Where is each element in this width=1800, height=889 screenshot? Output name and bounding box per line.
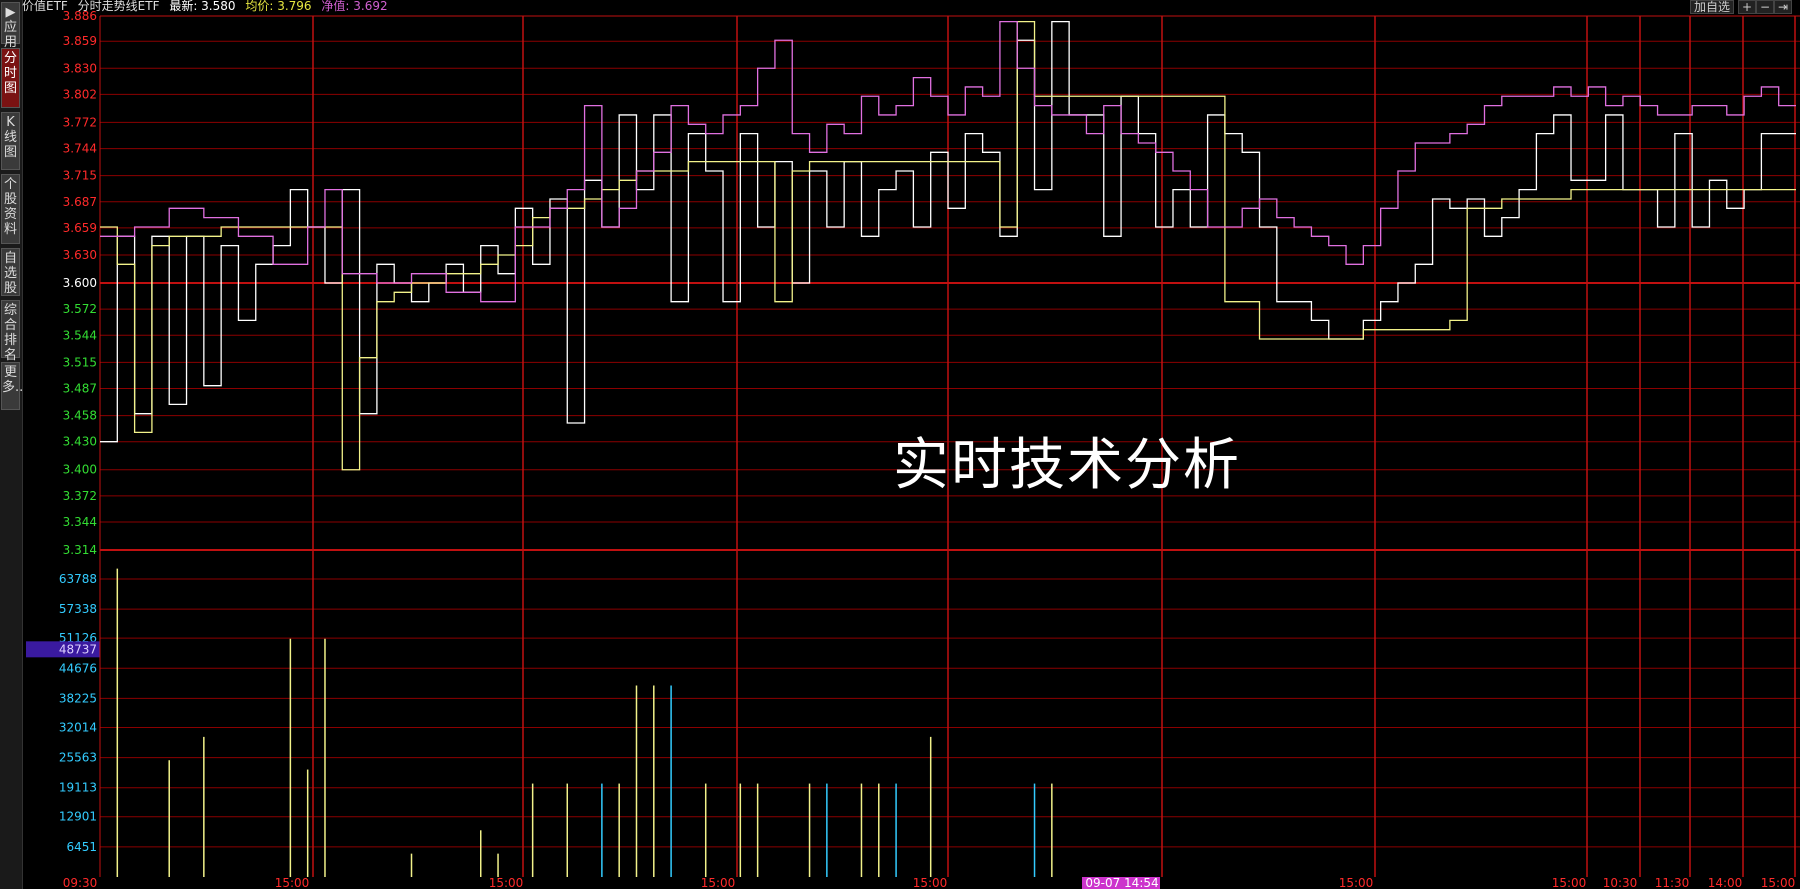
x-tick-label: 09-07 14:54: [1085, 876, 1158, 889]
x-tick-label: 14:00: [1708, 876, 1743, 889]
x-tick-label: 15:00: [1761, 876, 1796, 889]
nav-value: 净值: 3.692: [321, 0, 388, 13]
sidebar-tab-0[interactable]: ▶应用: [1, 2, 20, 50]
x-tick-label: 10:30: [1603, 876, 1638, 889]
overlay-text: 实时技术分析: [893, 433, 1241, 498]
price-tick-label: 3.400: [63, 463, 97, 477]
x-tick-label: 15:00: [1552, 876, 1587, 889]
volume-tick-label: 57338: [59, 602, 97, 616]
price-tick-label: 3.715: [63, 169, 97, 183]
series-line-nav_line: [100, 20, 1796, 303]
price-tick-label: 3.830: [63, 61, 97, 75]
price-tick-label: 3.544: [63, 328, 97, 342]
price-tick-label: 3.744: [63, 142, 97, 156]
price-tick-label: 3.344: [63, 515, 97, 529]
security-name: 价值ETF: [22, 0, 68, 13]
price-tick-label: 3.458: [63, 409, 97, 423]
chart-title: 分时走势线ETF: [77, 0, 160, 13]
minus-icon[interactable]: −: [1756, 0, 1775, 14]
expand-icon[interactable]: ⇥: [1774, 0, 1793, 14]
sidebar-tab-6[interactable]: 更多..: [1, 362, 23, 410]
volume-tick-label: 19113: [59, 781, 97, 795]
price-tick-label: 3.687: [63, 195, 97, 209]
volume-tick-label: 32014: [59, 720, 97, 734]
volume-tick-label: 38225: [59, 691, 97, 705]
sidebar-tab-2[interactable]: K线图: [1, 112, 20, 170]
series-line-avg_line: [100, 20, 1796, 471]
volume-tick-label: 44676: [59, 661, 97, 675]
add-watchlist-button[interactable]: 加自选: [1690, 0, 1735, 14]
latest-price: 最新: 3.580: [169, 0, 236, 13]
sidebar-tab-5[interactable]: 综合排名: [1, 300, 20, 363]
date-highlight-box: [1082, 877, 1160, 889]
average-price: 均价: 3.796: [245, 0, 312, 13]
price-tick-label: 3.630: [63, 248, 97, 262]
volume-tick-label: 63788: [59, 572, 97, 586]
x-tick-label: 15:00: [1339, 876, 1374, 889]
price-tick-label: 3.886: [63, 9, 97, 23]
x-tick-label: 15:00: [701, 876, 736, 889]
price-tick-label: 3.659: [63, 221, 97, 235]
price-tick-label: 3.859: [63, 34, 97, 48]
volume-tick-label: 25563: [59, 751, 97, 765]
left-sidebar: ▶应用 分时图 K线图个股资料自选股综合排名 更多..: [0, 0, 23, 889]
x-tick-label: 11:30: [1655, 876, 1690, 889]
chart-header: 价值ETF 分时走势线ETF 最新: 3.580 均价: 3.796 净值: 3…: [22, 0, 1800, 14]
price-tick-label: 3.314: [63, 543, 97, 557]
x-tick-label: 15:00: [913, 876, 948, 889]
price-tick-label: 3.515: [63, 355, 97, 369]
x-tick-label: 15:00: [489, 876, 524, 889]
sidebar-tab-3[interactable]: 个股资料: [1, 174, 20, 244]
x-tick-label: 15:00: [275, 876, 310, 889]
price-tick-label: 3.372: [63, 489, 97, 503]
volume-highlight-box: [26, 641, 100, 658]
x-tick-label: 09:30: [63, 876, 98, 889]
price-tick-label: 3.772: [63, 115, 97, 129]
price-tick-label: 3.802: [63, 87, 97, 101]
volume-highlight-label: 48737: [59, 642, 97, 656]
volume-tick-label: 6451: [66, 840, 97, 854]
sidebar-tab-4[interactable]: 自选股: [1, 248, 20, 296]
sidebar-tab-1[interactable]: 分时图: [1, 48, 20, 108]
price-tick-label: 3.572: [63, 302, 97, 316]
plus-icon[interactable]: +: [1738, 0, 1757, 14]
price-tick-label: 3.600: [63, 276, 97, 290]
price-tick-label: 3.487: [63, 381, 97, 395]
price-tick-label: 3.430: [63, 435, 97, 449]
volume-tick-label: 12901: [59, 810, 97, 824]
